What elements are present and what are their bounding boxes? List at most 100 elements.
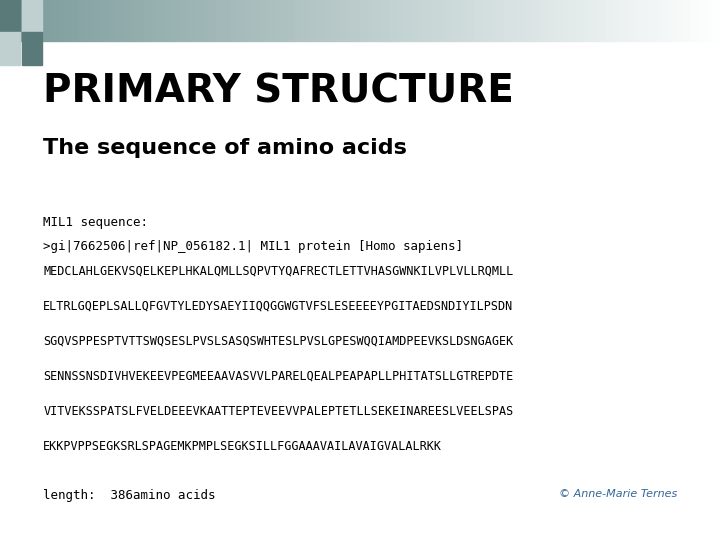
Bar (468, 0, 475, 40)
Bar (0, 0, 20, 32)
Bar (662, 0, 670, 40)
Text: VITVEKSSPATSLFVELDEEEVKAATTEPTEVEEVVPALEPTETLLSEKEINAREESLVEELSPAS: VITVEKSSPATSLFVELDEEEVKAATTEPTEVEEVVPALE… (43, 405, 513, 418)
Bar (511, 0, 518, 40)
Bar (223, 0, 230, 40)
Bar (504, 0, 511, 40)
Bar (490, 0, 497, 40)
Bar (648, 0, 655, 40)
Bar (158, 0, 166, 40)
Bar (562, 0, 569, 40)
Bar (446, 0, 454, 40)
Bar (497, 0, 504, 40)
Text: ELTRLGQEPLSALLQFGVTYLEDYSAEYIIQQGGWGTVFSLESEEEEYPGITAEDSNDIYILPSDN: ELTRLGQEPLSALLQFGVTYLEDYSAEYIIQQGGWGTVFS… (43, 300, 513, 313)
Bar (209, 0, 216, 40)
Bar (173, 0, 180, 40)
Bar (317, 0, 324, 40)
Bar (518, 0, 526, 40)
Bar (230, 0, 238, 40)
Bar (65, 0, 72, 40)
Bar (22, 0, 42, 32)
Text: SENNSSNSDIVHVEKEEVPEGMEEAAVASVVLPARELQEALPEAPAPLLPHITATSLLGTREPDTE: SENNSSNSDIVHVEKEEVPEGMEEAAVASVVLPARELQEA… (43, 370, 513, 383)
Bar (475, 0, 482, 40)
Bar (252, 0, 259, 40)
Bar (418, 0, 425, 40)
Bar (382, 0, 389, 40)
Bar (641, 0, 648, 40)
Text: MIL1 sequence:: MIL1 sequence: (43, 216, 148, 229)
Bar (144, 0, 151, 40)
Bar (554, 0, 562, 40)
Bar (698, 0, 706, 40)
Bar (353, 0, 360, 40)
Bar (310, 0, 317, 40)
Bar (14, 0, 22, 40)
Bar (439, 0, 446, 40)
Bar (410, 0, 418, 40)
Bar (302, 0, 310, 40)
Bar (367, 0, 374, 40)
Bar (598, 0, 605, 40)
Bar (612, 0, 619, 40)
Bar (266, 0, 274, 40)
Bar (713, 0, 720, 40)
Bar (274, 0, 281, 40)
Bar (346, 0, 353, 40)
Bar (29, 0, 36, 40)
Bar (180, 0, 187, 40)
Bar (691, 0, 698, 40)
Bar (245, 0, 252, 40)
Text: SGQVSPPESPTVTTSWQSESLPVSLSASQSWHTESLPVSLGPESWQQIAMDPEEVKSLDSNGAGEK: SGQVSPPESPTVTTSWQSESLPVSLSASQSWHTESLPVSL… (43, 335, 513, 348)
Bar (526, 0, 533, 40)
Bar (43, 0, 50, 40)
Bar (619, 0, 626, 40)
Bar (389, 0, 396, 40)
Bar (482, 0, 490, 40)
Bar (22, 0, 29, 40)
Bar (583, 0, 590, 40)
Bar (259, 0, 266, 40)
Bar (216, 0, 223, 40)
Bar (432, 0, 439, 40)
Bar (374, 0, 382, 40)
Bar (115, 0, 122, 40)
Bar (396, 0, 403, 40)
Bar (166, 0, 173, 40)
Bar (626, 0, 634, 40)
Bar (101, 0, 108, 40)
Bar (22, 32, 42, 65)
Bar (238, 0, 245, 40)
Bar (0, 32, 20, 65)
Text: EKKPVPPSEGKSRLSPAGEMKPMPLSEGKSILLFGGAAAVAILAVAIGVALALRKK: EKKPVPPSEGKSRLSPAGEMKPMPLSEGKSILLFGGAAAV… (43, 440, 442, 453)
Bar (130, 0, 137, 40)
Bar (569, 0, 576, 40)
Bar (655, 0, 662, 40)
Bar (72, 0, 79, 40)
Text: >gi|7662506|ref|NP_056182.1| MIL1 protein [Homo sapiens]: >gi|7662506|ref|NP_056182.1| MIL1 protei… (43, 240, 463, 253)
Text: © Anne-Marie Ternes: © Anne-Marie Ternes (559, 489, 677, 499)
Bar (677, 0, 684, 40)
Bar (706, 0, 713, 40)
Bar (540, 0, 547, 40)
Bar (58, 0, 65, 40)
Bar (288, 0, 295, 40)
Bar (338, 0, 346, 40)
Text: PRIMARY STRUCTURE: PRIMARY STRUCTURE (43, 73, 514, 111)
Bar (0, 0, 7, 40)
Bar (79, 0, 86, 40)
Bar (461, 0, 468, 40)
Text: The sequence of amino acids: The sequence of amino acids (43, 138, 407, 158)
Bar (36, 0, 43, 40)
Bar (634, 0, 641, 40)
Bar (281, 0, 288, 40)
Bar (670, 0, 677, 40)
Bar (324, 0, 331, 40)
Bar (454, 0, 461, 40)
Bar (7, 0, 14, 40)
Bar (108, 0, 115, 40)
Bar (151, 0, 158, 40)
Bar (187, 0, 194, 40)
Bar (684, 0, 691, 40)
Bar (425, 0, 432, 40)
Bar (86, 0, 94, 40)
Bar (122, 0, 130, 40)
